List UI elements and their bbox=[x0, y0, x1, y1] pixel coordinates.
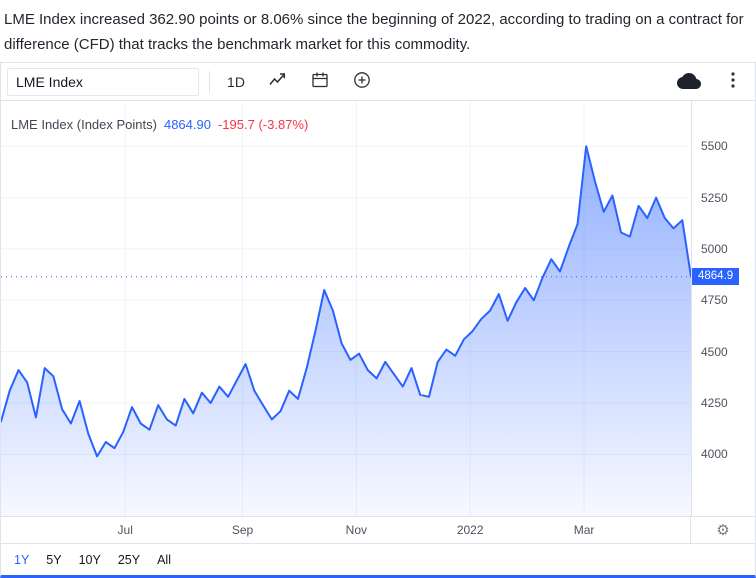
price-scale-label: 4000 bbox=[701, 447, 728, 462]
chart-area: LME Index (Index Points) 4864.90 -195.7 … bbox=[1, 101, 755, 516]
chart-legend: LME Index (Index Points) 4864.90 -195.7 … bbox=[11, 117, 308, 132]
compare-button[interactable] bbox=[346, 68, 378, 96]
gear-icon: ⚙ bbox=[716, 522, 730, 539]
price-scale-label: 4250 bbox=[701, 396, 728, 410]
range-button-10y[interactable]: 10Y bbox=[78, 552, 101, 567]
date-range-button[interactable] bbox=[304, 68, 336, 96]
range-button-all[interactable]: All bbox=[157, 552, 171, 567]
cloud-download-icon bbox=[677, 72, 701, 92]
kebab-menu-icon bbox=[731, 71, 735, 92]
more-menu-button[interactable] bbox=[717, 68, 749, 96]
scale-settings-button[interactable]: ⚙ bbox=[691, 517, 755, 543]
legend-change: -195.7 (-3.87%) bbox=[217, 117, 309, 132]
plus-circle-icon bbox=[352, 70, 372, 93]
price-scale-label: 5250 bbox=[701, 190, 728, 205]
price-scale-label: 4750 bbox=[701, 293, 728, 308]
chart-widget: 1D bbox=[0, 62, 756, 578]
chart-plot[interactable]: LME Index (Index Points) 4864.90 -195.7 … bbox=[1, 101, 691, 516]
download-button[interactable] bbox=[671, 68, 707, 96]
range-button-5y[interactable]: 5Y bbox=[46, 552, 62, 567]
symbol-search-input[interactable] bbox=[7, 67, 199, 96]
time-axis: Jul Sep Nov 2022 Mar ⚙ bbox=[1, 516, 755, 544]
range-buttons: 1Y 5Y 10Y 25Y All bbox=[1, 544, 755, 575]
price-scale[interactable]: 4864.9 4000 4250 4500 4750 5000 5250 5500 bbox=[691, 101, 755, 516]
time-axis-label: Nov bbox=[345, 523, 368, 537]
chart-type-button[interactable] bbox=[262, 68, 294, 96]
range-button-25y[interactable]: 25Y bbox=[117, 552, 141, 567]
chart-toolbar: 1D bbox=[1, 63, 755, 101]
price-scale-label: 5000 bbox=[701, 241, 728, 256]
price-chart-svg bbox=[1, 101, 691, 516]
current-price-tag: 4864.9 bbox=[692, 267, 740, 285]
interval-button[interactable]: 1D bbox=[220, 68, 252, 96]
line-chart-icon bbox=[268, 70, 288, 93]
article-summary: LME Index increased 362.90 points or 8.0… bbox=[4, 11, 744, 53]
price-scale-label: 4500 bbox=[701, 344, 728, 359]
legend-value: 4864.90 bbox=[163, 117, 211, 132]
time-axis-label: Jul bbox=[117, 523, 133, 537]
legend-title: LME Index (Index Points) bbox=[11, 117, 157, 132]
time-axis-main[interactable]: Jul Sep Nov 2022 Mar bbox=[1, 517, 691, 543]
time-axis-label: Sep bbox=[231, 523, 254, 537]
toolbar-separator bbox=[209, 70, 210, 93]
time-axis-label: 2022 bbox=[456, 523, 484, 537]
price-scale-label: 5500 bbox=[701, 139, 728, 154]
time-axis-label: Mar bbox=[573, 523, 595, 537]
range-button-1y[interactable]: 1Y bbox=[14, 552, 30, 567]
calendar-icon bbox=[310, 70, 330, 93]
